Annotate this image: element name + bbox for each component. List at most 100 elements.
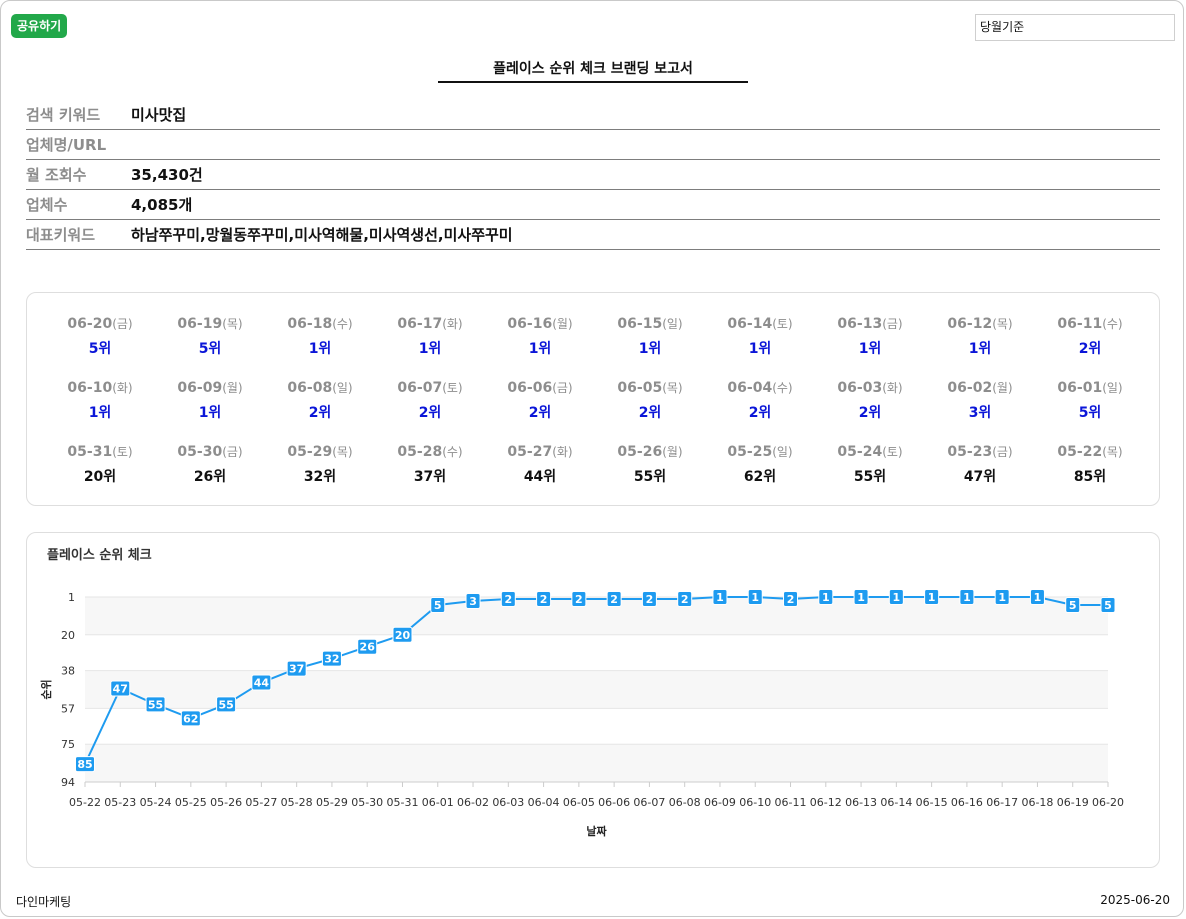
basis-select[interactable]: 당월기준 (975, 14, 1175, 41)
rank-day-of-week: (금) (112, 317, 133, 331)
rank-day-of-week: (목) (662, 381, 683, 395)
rank-date: 05-25(일) (705, 443, 815, 460)
data-point (888, 589, 904, 605)
rank-day-of-week: (수) (772, 381, 793, 395)
rank-day-of-week: (월) (222, 381, 243, 395)
data-point (853, 589, 869, 605)
data-point (180, 710, 201, 727)
rank-date-text: 06-09 (177, 380, 223, 396)
rank-chart-card: 플레이스 순위 체크 1 20 38 57 75 94 05-22 05-23 05-24 05-2… (26, 532, 1160, 868)
rank-date-text: 05-22 (1057, 444, 1103, 460)
data-label: 47 (113, 683, 128, 696)
rank-day-of-week: (목) (1102, 445, 1123, 459)
report-title: 플레이스 순위 체크 브랜딩 보고서 (438, 58, 748, 83)
rank-value: 1위 (968, 341, 992, 357)
count-label: 업체수 (26, 196, 68, 214)
rank-date: 05-22(목) (1035, 443, 1145, 460)
data-point (641, 590, 657, 607)
rank-cell: 06-10(화) 1위 (45, 379, 155, 443)
rank-date: 05-24(토) (815, 443, 925, 460)
rank-value: 47위 (963, 469, 997, 485)
y-tick-label: 20 (61, 629, 75, 642)
rank-value: 26위 (193, 469, 227, 485)
rank-value: 32위 (303, 469, 337, 485)
data-label: 26 (360, 641, 376, 654)
y-axis-title: 순위 (40, 679, 53, 699)
rank-value: 5위 (88, 341, 112, 357)
rank-date-text: 06-15 (617, 316, 663, 332)
info-row-keyword: 검색 키워드 미사맛집 (26, 100, 1160, 130)
rank-date: 06-13(금) (815, 315, 925, 332)
x-tick-label: 06-16 (951, 796, 983, 809)
rank-date: 06-12(목) (925, 315, 1035, 332)
data-point (783, 590, 799, 607)
rank-value: 62위 (743, 469, 777, 485)
rank-day-of-week: (토) (882, 445, 903, 459)
rank-date: 06-16(월) (485, 315, 595, 332)
info-table: 검색 키워드 미사맛집 업체명/URL 월 조회수 35,430건 업체수 4,… (26, 100, 1160, 250)
rank-date: 06-02(월) (925, 379, 1035, 396)
data-label: 5 (1069, 599, 1077, 612)
rank-date-text: 06-19 (177, 316, 223, 332)
x-tick-label: 06-04 (528, 796, 560, 809)
rank-date-text: 06-18 (287, 316, 333, 332)
rank-cell: 06-07(토) 2위 (375, 379, 485, 443)
data-label: 3 (469, 595, 477, 608)
rank-day-of-week: (목) (332, 445, 353, 459)
data-label: 1 (963, 591, 971, 604)
data-point (818, 589, 834, 605)
y-tick-label: 75 (61, 738, 75, 751)
footer-date: 2025-06-20 (1100, 893, 1170, 907)
rank-value: 3위 (968, 405, 992, 421)
rank-date-text: 05-27 (507, 444, 553, 460)
rank-date: 06-01(일) (1035, 379, 1145, 396)
rank-day-of-week: (금) (882, 317, 903, 331)
rank-date-text: 06-20 (67, 316, 113, 332)
x-tick-label: 06-11 (775, 796, 807, 809)
rank-date-text: 05-30 (177, 444, 223, 460)
rank-day-of-week: (목) (222, 317, 243, 331)
data-point (924, 589, 940, 605)
rank-cell: 06-20(금) 5위 (45, 315, 155, 379)
rank-date: 05-28(수) (375, 443, 485, 460)
share-button[interactable]: 공유하기 (11, 14, 68, 38)
rank-day-of-week: (토) (772, 317, 793, 331)
data-point (465, 592, 481, 609)
x-tick-label: 06-02 (457, 796, 489, 809)
rank-date-text: 06-11 (1057, 316, 1103, 332)
rank-value: 20위 (83, 469, 117, 485)
x-tick-label: 06-15 (916, 796, 948, 809)
rank-value: 2위 (528, 405, 552, 421)
rank-day-of-week: (금) (552, 381, 573, 395)
rank-day-of-week: (금) (992, 445, 1013, 459)
rank-value: 37위 (413, 469, 447, 485)
data-label: 55 (218, 698, 233, 711)
data-label: 5 (434, 599, 442, 612)
data-point (959, 589, 975, 605)
rank-date: 05-27(화) (485, 443, 595, 460)
data-label: 44 (254, 677, 270, 690)
data-label: 20 (395, 629, 411, 642)
data-label: 1 (822, 591, 830, 604)
rank-date-text: 06-12 (947, 316, 993, 332)
x-tick-label: 05-31 (386, 796, 418, 809)
x-axis-title: 날짜 (586, 824, 607, 838)
x-tick-label: 06-13 (845, 796, 877, 809)
rank-date-text: 05-25 (727, 444, 773, 460)
rank-day-of-week: (일) (332, 381, 353, 395)
rank-date: 06-20(금) (45, 315, 155, 332)
rank-cell: 06-13(금) 1위 (815, 315, 925, 379)
data-point (712, 589, 728, 605)
rank-date: 06-10(화) (45, 379, 155, 396)
y-tick-label: 1 (68, 591, 75, 604)
data-label: 37 (289, 663, 304, 676)
data-point (677, 590, 693, 607)
rank-date-text: 06-13 (837, 316, 883, 332)
rank-date-text: 05-28 (397, 444, 443, 460)
rank-cell: 05-29(목) 32위 (265, 443, 375, 507)
x-tick-label: 05-26 (210, 796, 242, 809)
rank-value: 2위 (308, 405, 332, 421)
data-point (216, 696, 237, 713)
rank-cell: 06-01(일) 5위 (1035, 379, 1145, 443)
